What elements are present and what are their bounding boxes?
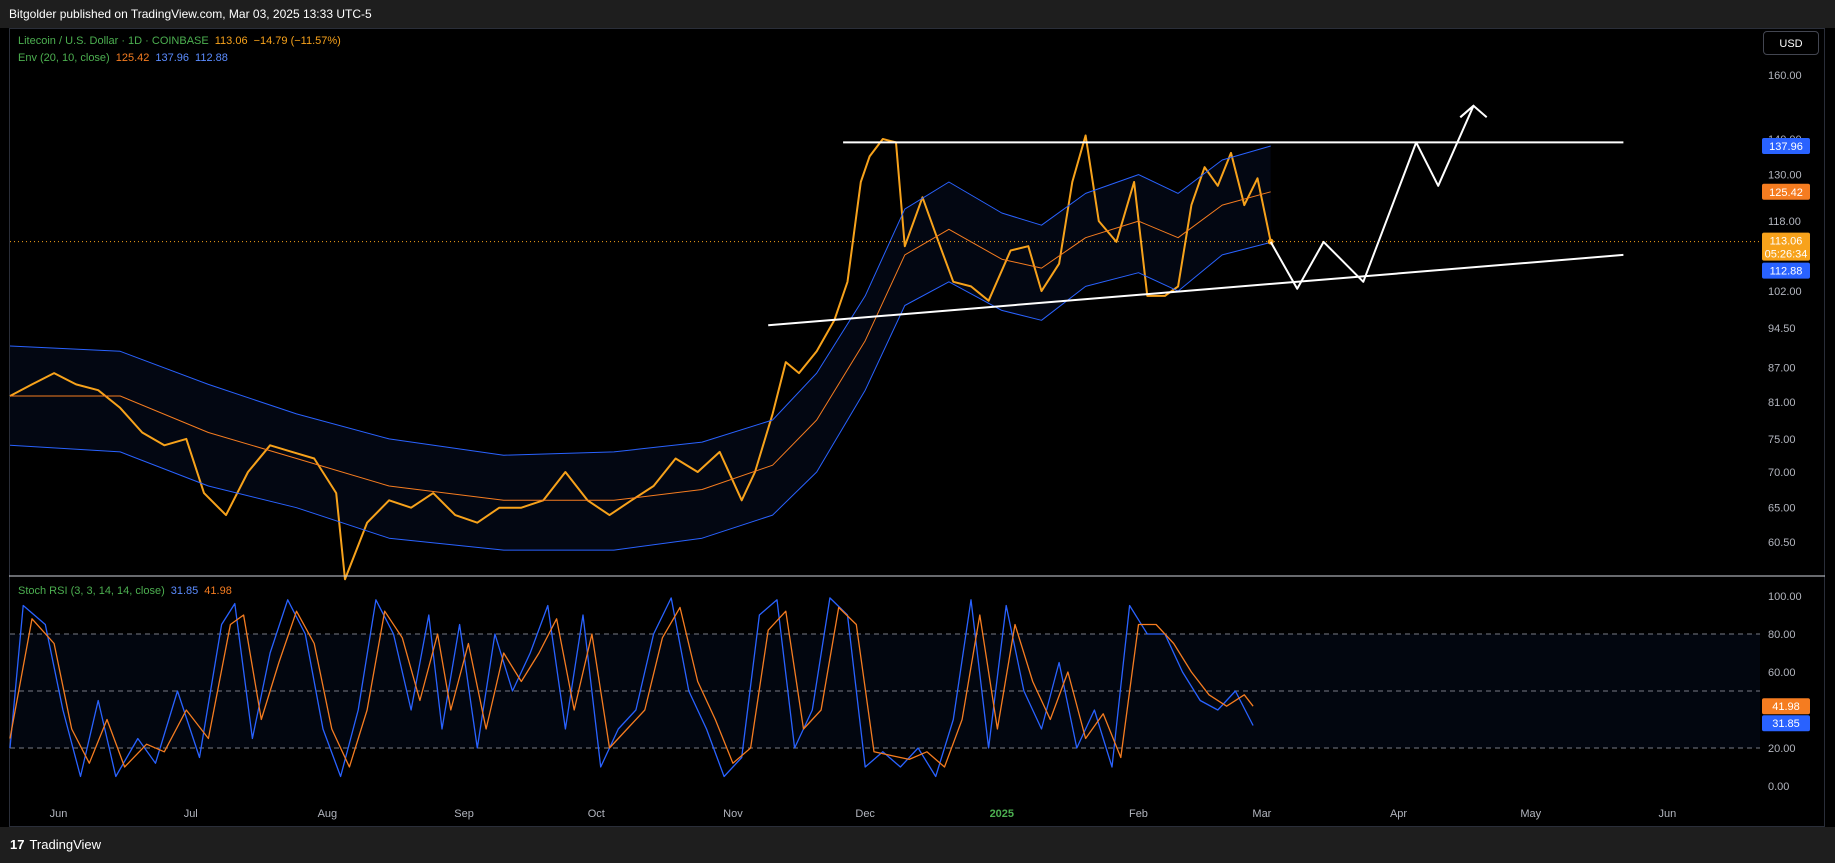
time-tick-label: Jun [1659, 808, 1677, 820]
time-tick-label: Jun [50, 808, 68, 820]
projection-arrowhead [1459, 104, 1488, 118]
env-upper-value: 137.96 [155, 52, 190, 64]
env-label: Env (20, 10, close) [18, 52, 110, 64]
time-tick-label: Nov [723, 808, 743, 820]
price-tick-label: 94.50 [1768, 323, 1796, 335]
price-tick-label: 70.00 [1768, 467, 1796, 479]
rsi-tick-label: 0.00 [1768, 781, 1789, 793]
rsi-pane-bands [10, 633, 1760, 749]
publisher-bar: Bitgolder published on TradingView.com, … [0, 0, 1835, 28]
currency-button[interactable]: USD [1763, 31, 1819, 55]
basis-price-tag-bg [1762, 183, 1810, 200]
time-tick-label: 2025 [990, 808, 1014, 820]
rsi-d-tag-text: 41.98 [1772, 701, 1800, 713]
last-price-tag-bg [1762, 232, 1810, 261]
price-tick-label: 81.00 [1768, 397, 1796, 409]
env-lower-value: 112.88 [195, 52, 228, 64]
rsi-label: Stoch RSI (3, 3, 14, 14, close) [18, 585, 165, 597]
price-tick-label: 65.00 [1768, 503, 1796, 515]
env-legend[interactable]: Env (20, 10, close) 125.42 137.96 112.88 [18, 52, 234, 64]
time-tick-label: Aug [318, 808, 338, 820]
price-tick-label: 75.00 [1768, 434, 1796, 446]
time-tick-label: Jul [184, 808, 198, 820]
upper-price-tag-bg [1762, 138, 1810, 155]
price-tick-label: 87.00 [1768, 363, 1796, 375]
basis-price-tag-text: 125.42 [1769, 187, 1803, 199]
time-tick-label: Mar [1252, 808, 1271, 820]
last-price-tag-text: 113.06 [1770, 236, 1803, 248]
time-tick-label: Oct [588, 808, 605, 820]
tradingview-logo[interactable]: 17 TradingView [10, 837, 101, 852]
rsi-tick-label: 80.00 [1768, 629, 1796, 641]
envelope-band-fill [10, 146, 1271, 551]
price-change: −14.79 (−11.57%) [253, 35, 341, 47]
env-basis-value: 125.42 [115, 52, 150, 64]
price-tick-label: 60.50 [1768, 537, 1796, 549]
price-axis: 60.50 65.00 70.00 75.00 81.00 87.00 94.50 102.0… [1768, 70, 1802, 549]
time-tick-label: May [1520, 808, 1541, 820]
rsi-k-value: 31.85 [170, 585, 199, 597]
rsi-k-line [9, 597, 1254, 778]
brand-label: TradingView [29, 837, 102, 852]
lower-price-tag-bg [1762, 262, 1810, 279]
price-tick-label: 130.00 [1768, 170, 1802, 182]
rsi-pane-series [9, 597, 1254, 778]
price-pane-series [9, 134, 1760, 581]
last-price: 113.06 [214, 35, 248, 47]
rsi-k-tag-text: 31.85 [1772, 718, 1800, 730]
price-line [9, 134, 1272, 581]
support-trendline [768, 253, 1624, 327]
price-pane-bands [10, 146, 1271, 551]
time-axis: Jun Jul Aug Sep Oct Nov Dec 2025 Feb Mar Apr May Jun [50, 808, 1677, 820]
rsi-legend[interactable]: Stoch RSI (3, 3, 14, 14, close) 31.85 41.9… [18, 585, 238, 597]
rsi-tick-label: 60.00 [1768, 667, 1796, 679]
upper-price-tag-text: 137.96 [1769, 141, 1803, 153]
time-tick-label: Dec [855, 808, 875, 820]
time-tick-label: Sep [454, 808, 474, 820]
symbol-label: Litecoin / U.S. Dollar · 1D · COINBASE [18, 35, 209, 47]
time-tick-label: Apr [1390, 808, 1407, 820]
footer-bar: 17 TradingView [0, 827, 1835, 863]
rsi-d-tag-bg [1762, 698, 1810, 715]
rsi-k-tag-bg [1762, 715, 1810, 732]
rsi-tick-label: 20.00 [1768, 743, 1796, 755]
tradingview-logo-icon: 17 [10, 837, 25, 852]
projection-path [1269, 104, 1475, 290]
rsi-tick-label: 100.00 [1768, 591, 1802, 603]
lower-price-tag-text: 112.88 [1770, 266, 1803, 278]
publisher-text: Bitgolder published on TradingView.com, … [9, 7, 372, 21]
rsi-axis: 0.00 20.00 60.00 80.00 100.00 [1768, 591, 1802, 793]
price-tick-label: 102.00 [1768, 286, 1802, 298]
rsi-d-value: 41.98 [204, 585, 232, 597]
rsi-d-line [9, 606, 1254, 768]
trendline-drawings [768, 104, 1624, 327]
main-legend[interactable]: Litecoin / U.S. Dollar · 1D · COINBASE 11… [18, 35, 347, 47]
env-lower-line [9, 241, 1271, 551]
chart-frame [9, 28, 1825, 827]
price-tick-label: 118.00 [1768, 216, 1801, 228]
price-tick-label: 160.00 [1768, 70, 1802, 82]
time-tick-label: Feb [1129, 808, 1148, 820]
env-basis-line [10, 191, 1271, 501]
env-upper-line [9, 145, 1271, 456]
last-price-tag-text: 05:26:34 [1765, 249, 1808, 261]
